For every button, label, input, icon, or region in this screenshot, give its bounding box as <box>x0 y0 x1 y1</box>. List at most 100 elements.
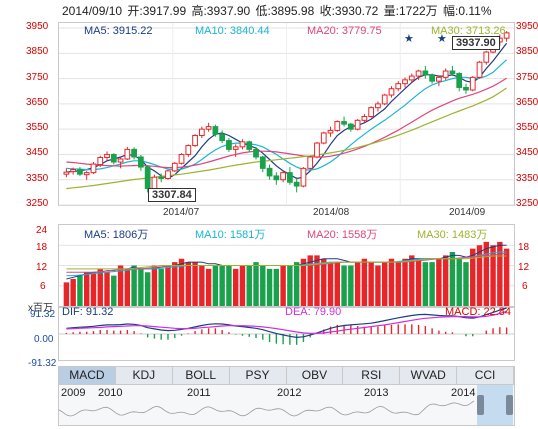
volume-bar-up <box>192 262 198 306</box>
tab-wvad[interactable]: WVAD <box>400 367 458 384</box>
candle-down <box>110 153 117 163</box>
volume-bar-up <box>63 282 70 306</box>
tab-rsi[interactable]: RSI <box>343 367 401 384</box>
navigator-sparkline <box>58 400 475 417</box>
candle-down <box>131 148 137 158</box>
quote-change: 幅:0.11% <box>443 4 492 18</box>
volume-axis-12: 12 <box>36 262 48 273</box>
candle-down <box>158 176 165 179</box>
price-ma10-legend: MA10: 3840.44 <box>195 25 270 37</box>
volume-bar-up <box>503 248 510 306</box>
volume-bar-up <box>321 258 327 306</box>
volume-bar-down <box>463 262 469 306</box>
tab-cci[interactable]: CCI <box>457 367 514 384</box>
volume-bar-up <box>185 262 192 306</box>
volume-bar-down <box>131 265 137 306</box>
candle-up <box>63 171 70 175</box>
candle-down <box>463 86 469 91</box>
volume-bar-up <box>354 262 361 306</box>
price-axis-right-label: 3550 <box>516 122 538 134</box>
volume-bar-down <box>246 265 252 306</box>
price-chart-panel[interactable]: ★ ★ MA5: 3915.22 MA10: 3840.44 MA20: 3779… <box>58 22 515 206</box>
volume-bar-down <box>273 268 280 306</box>
candle-up <box>90 163 97 174</box>
macd-chart-panel[interactable]: DIF: 91.32 DEA: 79.90 MACD: 22.84 <box>58 306 515 361</box>
tab-kdj[interactable]: KDJ <box>116 367 173 384</box>
candle-up <box>151 176 158 190</box>
volume-bar-up <box>199 265 205 306</box>
date-label-july: 2014/07 <box>163 207 200 218</box>
candle-up <box>300 167 307 187</box>
candle-down <box>138 156 144 168</box>
volume-bar-down <box>287 265 293 306</box>
candle-up <box>361 116 368 121</box>
volume-bar-up <box>436 258 442 306</box>
low-callout: 3307.84 <box>148 188 196 202</box>
macd-chart-svg <box>59 307 514 345</box>
volume-bar-up <box>165 265 171 306</box>
price-axis-right-label: 3950 <box>516 21 538 33</box>
tab-macd[interactable]: MACD <box>59 367 116 384</box>
candle-up <box>388 88 395 96</box>
volume-bar-up <box>314 255 320 306</box>
price-axis-left-label: 3450 <box>26 147 49 159</box>
volume-bar-up <box>334 262 341 306</box>
price-axis-right-label: 3450 <box>516 147 538 159</box>
volume-ma30-line <box>66 255 507 270</box>
volume-bar-up <box>104 272 110 306</box>
quote-volume: 量:1722万 <box>383 4 438 18</box>
candle-up <box>70 169 77 173</box>
volume-bar-up <box>307 255 313 306</box>
volume-bar-up <box>395 262 401 306</box>
volume-ma10-legend: MA10: 1581万 <box>195 229 266 241</box>
volume-bar-up <box>470 248 476 306</box>
price-axis-left-label: 3250 <box>26 198 49 209</box>
tab-obv[interactable]: OBV <box>287 367 344 384</box>
quote-high: 高:3937.90 <box>191 4 251 18</box>
tab-psy[interactable]: PSY <box>230 367 287 384</box>
candle-down <box>422 70 429 76</box>
volume-bar-up <box>415 258 422 306</box>
volume-bar-down <box>422 262 429 306</box>
year-2012: 2012 <box>277 387 302 399</box>
candle-up <box>83 172 90 176</box>
candle-down <box>226 140 232 150</box>
volume-bar-down <box>260 265 266 306</box>
macd-scale-bottom: -91.32 <box>28 358 57 369</box>
candle-up <box>97 156 104 166</box>
tab-boll[interactable]: BOLL <box>173 367 230 384</box>
price-axis-right-label: 3650 <box>516 96 538 108</box>
volume-bar-up <box>361 258 368 306</box>
candle-up <box>192 134 198 147</box>
candle-up <box>402 79 408 85</box>
price-ma5-legend: MA5: 3915.22 <box>84 25 153 37</box>
star-marker: ★ <box>404 33 414 45</box>
price-axis-right-label: 3850 <box>516 46 538 58</box>
volume-bar-down <box>348 265 354 306</box>
volume-bar-up <box>280 265 286 306</box>
price-axis-left-label: 3650 <box>26 96 49 108</box>
timeline-navigator[interactable]: 2009 2010 2011 2012 2013 2014 <box>58 384 515 426</box>
candle-up <box>124 148 131 160</box>
volume-bar-up <box>97 268 103 306</box>
candle-up <box>178 153 185 164</box>
volume-bar-down <box>341 265 347 306</box>
volume-bar-down <box>212 265 219 306</box>
volume-chart-panel[interactable]: MA5: 1806万 MA10: 1581万 MA20: 1558万 MA30:… <box>58 224 515 307</box>
year-2009: 2009 <box>61 387 86 399</box>
volume-bar-up <box>381 262 388 306</box>
volume-bar-up <box>497 241 503 306</box>
volume-bar-up <box>151 265 158 306</box>
year-2010: 2010 <box>98 387 123 399</box>
date-label-august: 2014/08 <box>313 207 350 218</box>
volume-bar-down <box>456 258 462 306</box>
quote-date: 2014/09/10 <box>62 4 123 18</box>
volume-axis-6: 6 <box>40 281 46 292</box>
volume-bar-up <box>83 272 90 306</box>
macd-dif-legend: DIF: 91.32 <box>62 306 114 318</box>
candle-up <box>436 76 442 82</box>
volume-ma5-legend: MA5: 1806万 <box>84 229 149 241</box>
macd-scale-unit: x百万 <box>28 303 53 314</box>
candle-up <box>205 126 212 130</box>
candle-up <box>232 146 239 150</box>
